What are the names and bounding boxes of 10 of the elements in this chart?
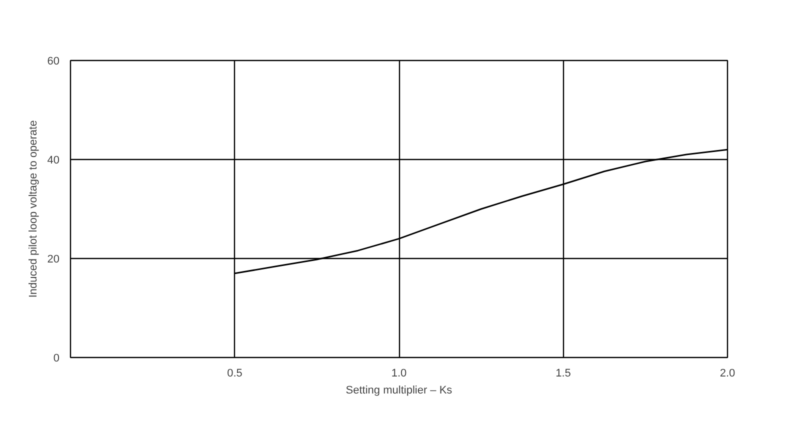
y-axis-title: Induced pilot loop voltage to operate <box>27 120 40 298</box>
x-tick-label: 1.0 <box>391 368 407 380</box>
x-tick-label: 0.5 <box>227 368 242 380</box>
x-tick-label: 1.5 <box>556 368 571 380</box>
y-tick-label: 60 <box>47 56 60 68</box>
y-tick-label: 40 <box>47 154 60 166</box>
x-axis-title: Setting multiplier – Ks <box>346 384 453 396</box>
y-tick-label: 0 <box>53 352 60 364</box>
x-tick-label: 2.0 <box>720 368 736 380</box>
y-tick-label: 20 <box>47 254 60 266</box>
